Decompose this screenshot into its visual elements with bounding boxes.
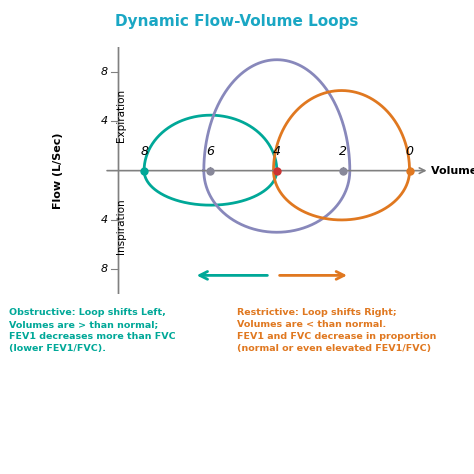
Text: 8: 8 xyxy=(140,146,148,158)
Text: Restrictive: Loop shifts Right;
Volumes are < than normal.
FEV1 and FVC decrease: Restrictive: Loop shifts Right; Volumes … xyxy=(237,308,437,353)
Text: Obstructive: Loop shifts Left,
Volumes are > than normal;
FEV1 decreases more th: Obstructive: Loop shifts Left, Volumes a… xyxy=(9,308,176,353)
Text: 4: 4 xyxy=(100,215,108,225)
Text: 4: 4 xyxy=(273,146,281,158)
Text: Inspiration: Inspiration xyxy=(116,198,126,254)
Text: Volume (L): Volume (L) xyxy=(431,165,474,176)
Text: 4: 4 xyxy=(100,116,108,127)
Text: 0: 0 xyxy=(406,146,413,158)
Text: 8: 8 xyxy=(100,264,108,274)
Text: 6: 6 xyxy=(207,146,214,158)
Text: 8: 8 xyxy=(100,67,108,77)
Text: Flow (L/Sec): Flow (L/Sec) xyxy=(53,132,63,209)
Text: 2: 2 xyxy=(339,146,347,158)
Text: Expiration: Expiration xyxy=(116,89,126,142)
Text: Dynamic Flow-Volume Loops: Dynamic Flow-Volume Loops xyxy=(115,14,359,29)
